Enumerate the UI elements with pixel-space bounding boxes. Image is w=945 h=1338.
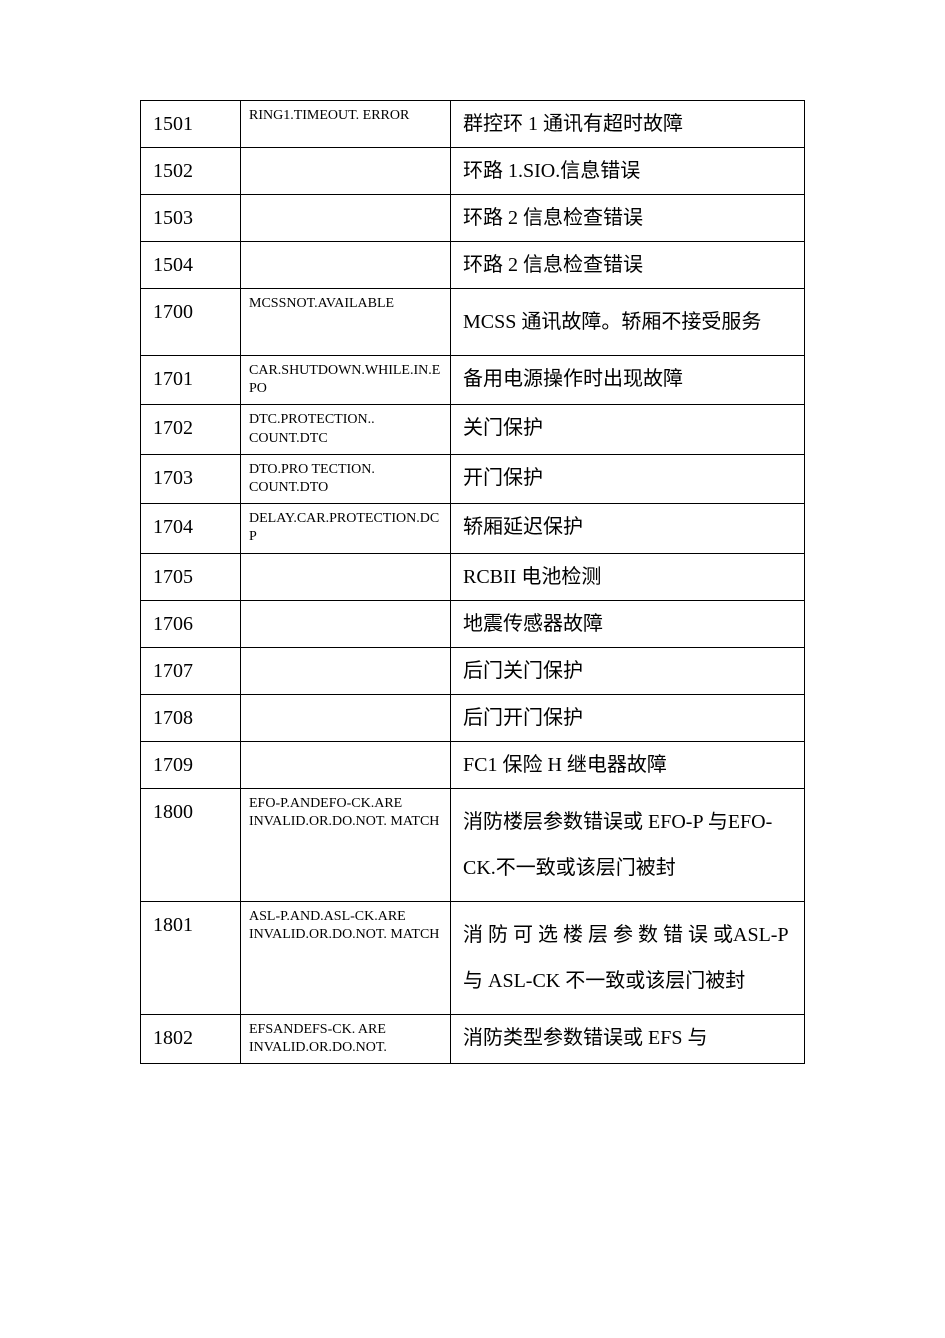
english-cell: DTO.PRO TECTION. COUNT.DTO [241,454,451,503]
table-row: 1700MCSSNOT.AVAILABLEMCSS 通讯故障。轿厢不接受服务 [141,289,805,356]
code-cell: 1701 [141,356,241,405]
english-cell: DTC.PROTECTION.. COUNT.DTC [241,405,451,454]
chinese-cell: 消防类型参数错误或 EFS 与 [451,1014,805,1063]
table-row: 1704DELAY.CAR.PROTECTION.DCP轿厢延迟保护 [141,504,805,553]
code-cell: 1501 [141,101,241,148]
code-cell: 1700 [141,289,241,356]
table-row: 1504 环路 2 信息检查错误 [141,242,805,289]
table-row: 1802EFSANDEFS-CK. ARE INVALID.OR.DO.NOT.… [141,1014,805,1063]
code-cell: 1801 [141,901,241,1014]
code-cell: 1703 [141,454,241,503]
chinese-cell: 群控环 1 通讯有超时故障 [451,101,805,148]
code-cell: 1504 [141,242,241,289]
chinese-cell: 后门开门保护 [451,694,805,741]
error-code-table: 1501RING1.TIMEOUT. ERROR群控环 1 通讯有超时故障150… [140,100,805,1064]
table-row: 1501RING1.TIMEOUT. ERROR群控环 1 通讯有超时故障 [141,101,805,148]
chinese-cell: 地震传感器故障 [451,600,805,647]
table-row: 1708 后门开门保护 [141,694,805,741]
chinese-cell: 环路 1.SIO.信息错误 [451,148,805,195]
code-cell: 1802 [141,1014,241,1063]
code-cell: 1503 [141,195,241,242]
english-cell: EFSANDEFS-CK. ARE INVALID.OR.DO.NOT. [241,1014,451,1063]
table-row: 1701CAR.SHUTDOWN.WHILE.IN.EPO备用电源操作时出现故障 [141,356,805,405]
chinese-cell: 轿厢延迟保护 [451,504,805,553]
code-cell: 1502 [141,148,241,195]
english-cell: DELAY.CAR.PROTECTION.DCP [241,504,451,553]
table-row: 1702DTC.PROTECTION.. COUNT.DTC关门保护 [141,405,805,454]
code-cell: 1709 [141,741,241,788]
english-cell: CAR.SHUTDOWN.WHILE.IN.EPO [241,356,451,405]
chinese-cell: 环路 2 信息检查错误 [451,242,805,289]
english-cell [241,148,451,195]
code-cell: 1705 [141,553,241,600]
english-cell [241,242,451,289]
code-cell: 1708 [141,694,241,741]
chinese-cell: 备用电源操作时出现故障 [451,356,805,405]
chinese-cell: FC1 保险 H 继电器故障 [451,741,805,788]
english-cell: EFO-P.ANDEFO-CK.ARE INVALID.OR.DO.NOT. M… [241,788,451,901]
chinese-cell: 环路 2 信息检查错误 [451,195,805,242]
code-cell: 1800 [141,788,241,901]
table-row: 1707 后门关门保护 [141,647,805,694]
english-cell: MCSSNOT.AVAILABLE [241,289,451,356]
table-row: 1709 FC1 保险 H 继电器故障 [141,741,805,788]
table-row: 1801ASL-P.AND.ASL-CK.ARE INVALID.OR.DO.N… [141,901,805,1014]
chinese-cell: 消 防 可 选 楼 层 参 数 错 误 或ASL-P 与 ASL-CK 不一致或… [451,901,805,1014]
english-cell [241,647,451,694]
table-row: 1703DTO.PRO TECTION. COUNT.DTO开门保护 [141,454,805,503]
chinese-cell: 关门保护 [451,405,805,454]
code-cell: 1702 [141,405,241,454]
english-cell [241,694,451,741]
table-row: 1503 环路 2 信息检查错误 [141,195,805,242]
english-cell [241,553,451,600]
chinese-cell: 后门关门保护 [451,647,805,694]
code-cell: 1707 [141,647,241,694]
english-cell [241,600,451,647]
table-row: 1800EFO-P.ANDEFO-CK.ARE INVALID.OR.DO.NO… [141,788,805,901]
english-cell: ASL-P.AND.ASL-CK.ARE INVALID.OR.DO.NOT. … [241,901,451,1014]
english-cell [241,195,451,242]
code-cell: 1706 [141,600,241,647]
table-row: 1502 环路 1.SIO.信息错误 [141,148,805,195]
chinese-cell: 开门保护 [451,454,805,503]
chinese-cell: MCSS 通讯故障。轿厢不接受服务 [451,289,805,356]
english-cell [241,741,451,788]
english-cell: RING1.TIMEOUT. ERROR [241,101,451,148]
chinese-cell: RCBII 电池检测 [451,553,805,600]
chinese-cell: 消防楼层参数错误或 EFO-P 与EFO-CK.不一致或该层门被封 [451,788,805,901]
table-body: 1501RING1.TIMEOUT. ERROR群控环 1 通讯有超时故障150… [141,101,805,1064]
code-cell: 1704 [141,504,241,553]
table-row: 1706 地震传感器故障 [141,600,805,647]
table-row: 1705 RCBII 电池检测 [141,553,805,600]
